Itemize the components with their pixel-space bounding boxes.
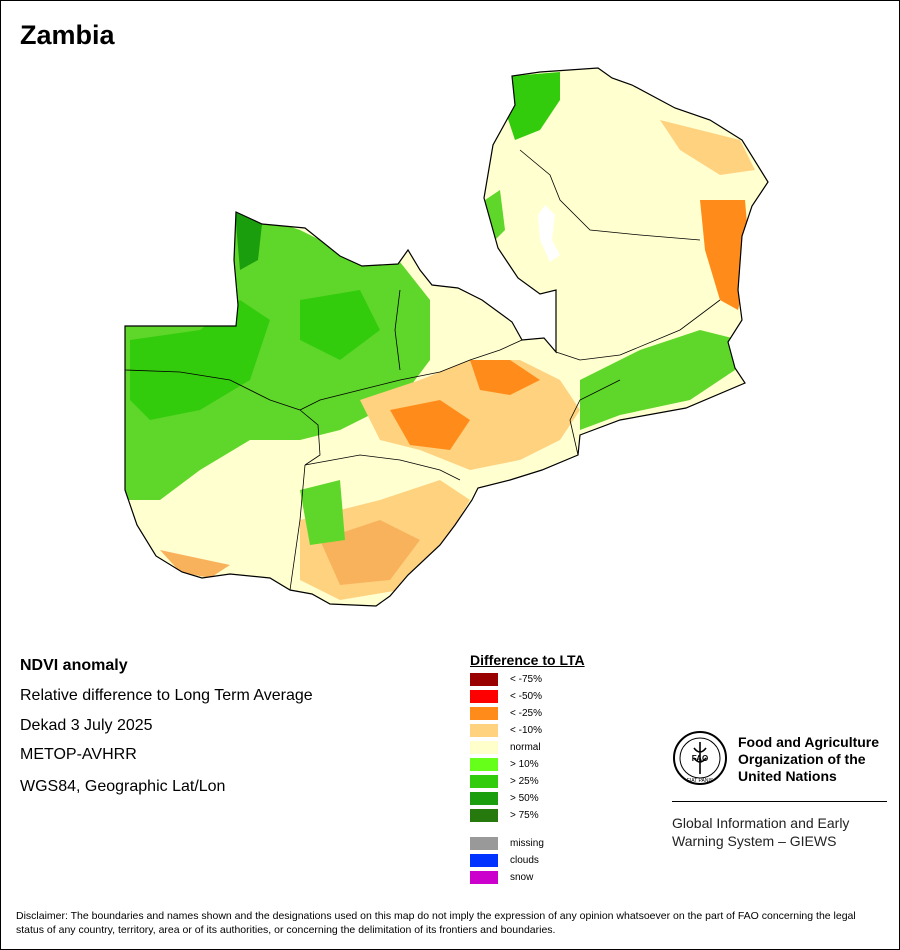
legend-swatch	[470, 706, 498, 720]
info-projection: WGS84, Geographic Lat/Lon	[20, 778, 226, 795]
fao-name: Food and Agriculture Organization of the…	[738, 734, 880, 784]
mild-negative-anomaly-northeast	[660, 120, 755, 175]
ndvi-anomaly-map	[124, 67, 769, 607]
logo-divider	[672, 801, 887, 802]
legend-item: < -50%	[470, 689, 542, 703]
legend-item: normal	[470, 740, 541, 754]
legend-item: < -10%	[470, 723, 542, 737]
fao-logo-block: FAO FIAT PANIS Food and Agriculture Orga…	[672, 730, 887, 850]
legend-swatch	[470, 757, 498, 771]
legend-swatch	[470, 836, 498, 850]
legend-item: > 50%	[470, 791, 539, 805]
legend-label: > 75%	[510, 809, 539, 821]
info-period: Dekad 3 July 2025	[20, 717, 153, 734]
legend-swatch	[470, 853, 498, 867]
positive-anomaly-south	[300, 480, 345, 545]
legend-title: Difference to LTA	[470, 652, 585, 668]
legend-swatch	[470, 740, 498, 754]
fao-emblem-text: FAO	[692, 754, 708, 763]
legend-item: < -75%	[470, 672, 542, 686]
legend-swatch	[470, 689, 498, 703]
legend-item: > 75%	[470, 808, 539, 822]
disclaimer: Disclaimer: The boundaries and names sho…	[16, 910, 856, 936]
legend-label: clouds	[510, 854, 539, 866]
province-boundaries	[124, 149, 721, 591]
negative-anomaly-center	[390, 400, 470, 450]
legend-item: snow	[470, 870, 533, 884]
legend-swatch	[470, 723, 498, 737]
negative-anomaly-southwest	[160, 550, 230, 578]
legend-label: < -25%	[510, 707, 542, 719]
legend-label: > 10%	[510, 758, 539, 770]
info-description: Relative difference to Long Term Average	[20, 687, 313, 704]
legend-item: > 25%	[470, 774, 539, 788]
very-strong-anomaly-northwest	[235, 212, 262, 270]
legend-item: > 10%	[470, 757, 539, 771]
info-sensor: METOP-AVHRR	[20, 746, 137, 763]
legend-swatch	[470, 672, 498, 686]
giews-name: Global Information and Early Warning Sys…	[672, 815, 850, 849]
legend-label: < -75%	[510, 673, 542, 685]
anomaly-patterns	[125, 72, 755, 600]
lake-bangweulu	[538, 205, 560, 262]
legend-label: missing	[510, 837, 544, 849]
legend-swatch	[470, 791, 498, 805]
legend-label: > 50%	[510, 792, 539, 804]
fao-emblem-icon: FAO FIAT PANIS	[673, 731, 727, 785]
legend-label: < -50%	[510, 690, 542, 702]
strong-positive-anomaly-center-west	[300, 290, 380, 360]
info-product: NDVI anomaly	[20, 657, 128, 674]
legend-label: < -10%	[510, 724, 542, 736]
negative-anomaly-south	[320, 520, 420, 585]
legend-item: missing	[470, 836, 544, 850]
map-title: Zambia	[20, 20, 115, 50]
positive-anomaly-north-lakes	[485, 190, 505, 240]
fao-emblem-motto: FIAT PANIS	[687, 778, 714, 784]
negative-anomaly-center-north	[470, 360, 540, 395]
legend-swatch	[470, 808, 498, 822]
strong-positive-anomaly-west	[130, 300, 270, 420]
legend-item: < -25%	[470, 706, 542, 720]
legend-label: > 25%	[510, 775, 539, 787]
legend-label: normal	[510, 741, 541, 753]
legend-item: clouds	[470, 853, 539, 867]
legend-label: snow	[510, 871, 534, 883]
positive-anomaly-east	[580, 330, 740, 430]
legend-swatch	[470, 774, 498, 788]
negative-anomaly-east	[700, 200, 750, 310]
positive-anomaly-north	[505, 72, 560, 140]
legend-swatch	[470, 870, 498, 884]
